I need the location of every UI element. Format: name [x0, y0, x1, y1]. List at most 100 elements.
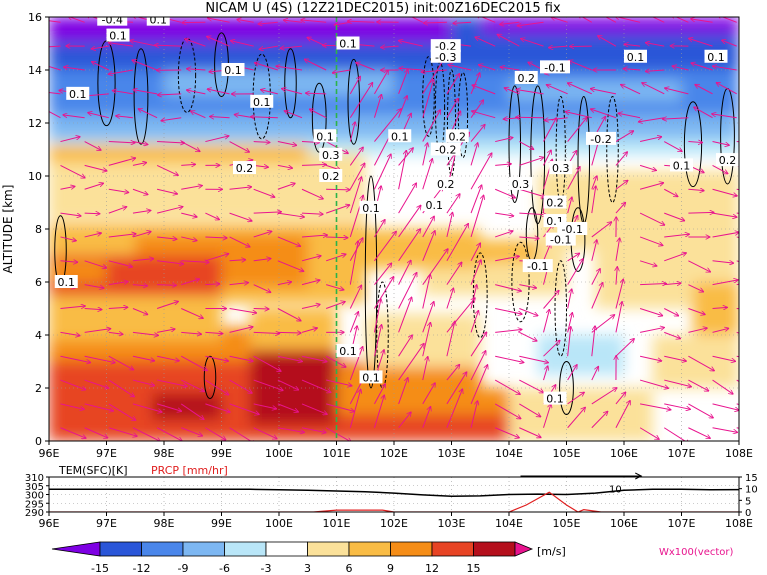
contour-label: 0.1 [58, 276, 76, 289]
wind-vector [349, 177, 361, 214]
wind-vector [517, 21, 544, 26]
wind-vector [280, 46, 303, 48]
contour-line [177, 37, 197, 113]
wind-vector [639, 308, 663, 316]
wind-vector [138, 109, 158, 119]
wind-vector [590, 89, 617, 95]
contour-label-bg [434, 176, 458, 190]
wind-vector [663, 427, 689, 441]
surface-x-tick-label: 107E [668, 517, 696, 530]
wind-vector [108, 207, 127, 214]
wind-vector [422, 216, 434, 238]
x-tick-label: 100E [265, 447, 293, 460]
wind-vector [381, 46, 399, 47]
contour-line [508, 85, 521, 203]
wind-vector [108, 43, 134, 47]
wind-vector [398, 69, 408, 95]
wind-vector [624, 44, 641, 46]
wind-vector [156, 427, 182, 441]
wind-vector [543, 290, 559, 309]
wind-vector [495, 188, 515, 198]
wind-vector [446, 194, 460, 214]
wind-vector [598, 36, 617, 47]
wind-vector [132, 355, 155, 361]
wind-vector [712, 307, 728, 308]
wind-vector [60, 212, 82, 216]
wind-vector [181, 379, 204, 391]
wind-vector [623, 69, 641, 70]
wind-vector [664, 331, 680, 338]
wind-vector [60, 186, 75, 190]
contour-label-bg [557, 222, 588, 235]
contour-label-bg [336, 343, 360, 357]
wind-vector [664, 188, 678, 196]
contour-label: 0.2 [449, 130, 467, 143]
wind-vector [664, 403, 690, 409]
temperature-tick-label: 310 [25, 473, 44, 484]
wind-vector [519, 188, 545, 197]
wind-vector [84, 329, 111, 333]
wind-vector [156, 301, 178, 309]
contour-label: 0.2 [322, 170, 340, 183]
wind-vector [639, 260, 657, 266]
contour-label: 0.3 [322, 149, 340, 162]
wind-vector [277, 403, 299, 412]
wind-vector [519, 213, 546, 215]
wind-vector [639, 427, 659, 440]
wind-vector [250, 117, 278, 118]
contour-label-bg [586, 131, 616, 145]
wind-vector [446, 224, 468, 262]
wind-vector [543, 340, 560, 357]
surface-x-axis: 96E 97E 98E 99E 100E 101E 102E 103E 104E 105E 106E… [39, 512, 753, 530]
wind-vector [259, 45, 278, 49]
wind-vector [132, 403, 162, 412]
wind-vector [185, 39, 206, 47]
wind-vector [664, 355, 686, 361]
contour-line [606, 96, 619, 203]
wind-vector [49, 109, 61, 119]
wind-vector [591, 411, 608, 429]
wind-vector [181, 141, 200, 152]
wind-vector [399, 68, 423, 70]
temperature-tick-label: 295 [25, 499, 44, 510]
wind-vector [253, 212, 282, 213]
wind-vector [543, 244, 551, 261]
color-bar-label: -9 [178, 562, 189, 575]
color-bar-cell [224, 541, 267, 557]
wind-vector [398, 229, 421, 262]
color-bar-cell [431, 541, 474, 557]
contour-label: 0.1 [253, 96, 271, 109]
contour-label-bg [430, 49, 461, 63]
wind-vector [301, 355, 327, 361]
temperature-tick-label: 305 [25, 482, 44, 493]
wind-vector [615, 339, 634, 357]
temperature-tick-label: 300 [25, 491, 44, 502]
wind-vector [689, 38, 713, 47]
contour-label: 0.1 [109, 30, 127, 43]
wind-vector [519, 379, 543, 393]
wind-vector [64, 67, 85, 71]
wind-vector [91, 45, 109, 49]
wind-vector [453, 22, 472, 23]
wind-vector [301, 379, 331, 392]
wind-vector [422, 383, 435, 405]
wind-vector [374, 220, 385, 238]
wind-vector [567, 167, 580, 190]
contour-label: 0.1 [362, 371, 380, 384]
wind-vector [712, 212, 737, 217]
wind-vector [640, 327, 664, 333]
contour-label: -0.1 [562, 223, 583, 236]
color-bar-min-triangle [51, 541, 101, 557]
color-bar-cell [265, 541, 308, 557]
contour-line [422, 56, 435, 137]
wind-vector [423, 22, 447, 23]
wind-vector [664, 234, 689, 238]
contour-label-bg [66, 86, 90, 100]
wind-vector [422, 407, 431, 428]
wind-vector [446, 73, 460, 95]
wind-vector [422, 249, 448, 285]
wind-vector [88, 113, 109, 119]
wind-vector [325, 302, 345, 309]
wind-vector [373, 299, 380, 333]
wind-vector [497, 34, 520, 47]
